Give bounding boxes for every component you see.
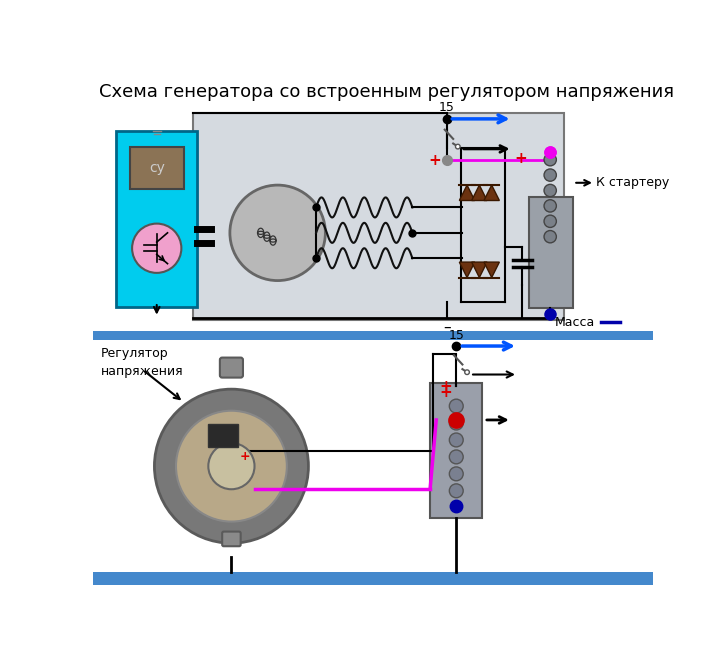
Polygon shape (484, 262, 499, 277)
Circle shape (544, 154, 556, 166)
Bar (193, 114, 564, 320)
Text: Регулятор
напряжения: Регулятор напряжения (100, 347, 183, 378)
Text: +: + (439, 385, 452, 399)
Bar (208, 424, 237, 447)
Bar (529, 196, 572, 308)
Polygon shape (459, 185, 475, 200)
Circle shape (154, 389, 309, 543)
Text: 15: 15 (439, 101, 455, 114)
Polygon shape (484, 185, 499, 200)
Circle shape (208, 443, 255, 489)
Polygon shape (472, 185, 487, 200)
Circle shape (176, 411, 287, 522)
Text: Схема генератора со встроенным регулятором напряжения: Схема генератора со встроенным регулятор… (99, 83, 674, 101)
Circle shape (464, 370, 470, 374)
Circle shape (132, 223, 181, 273)
Text: +: + (515, 150, 527, 166)
Polygon shape (472, 262, 487, 277)
Bar (93, 572, 654, 585)
Circle shape (449, 467, 463, 481)
Text: +: + (428, 153, 441, 168)
Circle shape (544, 231, 556, 243)
Circle shape (230, 185, 325, 281)
Bar (116, 131, 197, 307)
Circle shape (456, 145, 460, 149)
Circle shape (449, 416, 463, 430)
Polygon shape (459, 262, 475, 277)
Text: –: – (443, 320, 451, 335)
Circle shape (449, 450, 463, 464)
Bar (93, 330, 654, 340)
Text: +: + (439, 378, 451, 394)
Bar (430, 383, 483, 518)
Circle shape (544, 169, 556, 181)
Circle shape (544, 200, 556, 212)
Text: –: – (452, 499, 460, 514)
Circle shape (449, 484, 463, 498)
Circle shape (449, 399, 463, 413)
Circle shape (449, 433, 463, 447)
Text: +: + (240, 451, 250, 463)
Text: Масса: Масса (555, 315, 595, 328)
Circle shape (544, 215, 556, 227)
FancyBboxPatch shape (222, 532, 241, 546)
Text: су: су (149, 161, 165, 175)
Text: К стартеру: К стартеру (596, 176, 670, 189)
FancyBboxPatch shape (220, 357, 243, 378)
Text: 15: 15 (448, 329, 464, 342)
Circle shape (544, 185, 556, 196)
Bar (130, 147, 183, 189)
